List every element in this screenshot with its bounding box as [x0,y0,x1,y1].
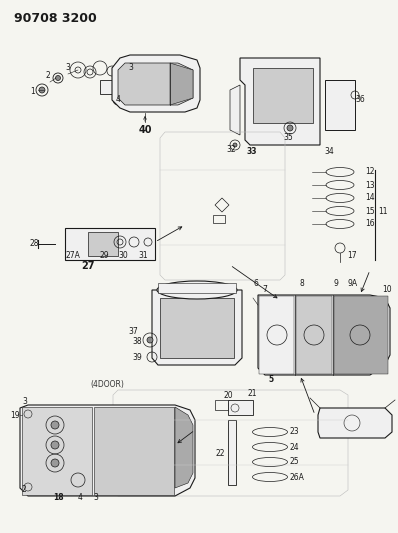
Text: 7: 7 [262,286,267,295]
Text: 3: 3 [128,63,133,72]
Text: 26A: 26A [290,472,305,481]
Polygon shape [20,405,195,496]
Text: 16: 16 [365,220,375,229]
Text: 30: 30 [118,252,128,261]
Text: 2: 2 [22,486,27,495]
Text: 23: 23 [290,427,300,437]
Text: 4: 4 [78,494,83,503]
Text: 9A: 9A [348,279,358,287]
Text: 18: 18 [53,494,63,503]
Polygon shape [258,295,390,375]
Bar [213,215,225,223]
Circle shape [51,441,59,449]
Bar [100,80,135,94]
Text: 11: 11 [378,207,388,216]
Circle shape [147,337,153,343]
Text: 33: 33 [247,148,258,157]
Text: 2: 2 [46,70,51,79]
Text: 12: 12 [365,167,375,176]
Text: 32: 32 [226,146,236,155]
Bar [253,68,313,123]
Text: 27A: 27A [65,252,80,261]
Text: 19: 19 [10,410,20,419]
Circle shape [51,421,59,429]
Polygon shape [240,58,320,145]
Text: 27: 27 [81,261,95,271]
Bar [325,80,355,130]
Text: 20: 20 [224,392,234,400]
Text: 9: 9 [334,279,339,287]
Text: 13: 13 [365,181,375,190]
Polygon shape [175,407,193,488]
Text: 34: 34 [324,148,334,157]
Ellipse shape [157,281,237,299]
Circle shape [55,76,60,80]
Polygon shape [118,63,193,105]
Circle shape [287,125,293,131]
Text: 40: 40 [138,125,152,135]
Bar [215,400,229,410]
Polygon shape [170,63,193,105]
Text: 5: 5 [268,376,273,384]
Text: 36: 36 [355,95,365,104]
Text: 15: 15 [365,206,375,215]
Circle shape [51,459,59,467]
Circle shape [233,143,237,147]
Bar [160,298,234,358]
Text: 1: 1 [30,87,35,96]
Bar [334,296,388,374]
Text: 38: 38 [132,337,142,346]
Bar [65,228,155,260]
Bar [158,283,236,293]
Text: 8: 8 [299,279,304,287]
Text: 3: 3 [93,494,98,503]
Polygon shape [230,85,240,135]
Bar [228,420,236,485]
Text: 29: 29 [100,252,109,261]
Text: 3: 3 [22,398,27,407]
Text: 39: 39 [132,353,142,362]
Text: 90708 3200: 90708 3200 [14,12,97,25]
Text: 37: 37 [128,327,138,336]
Text: 3: 3 [65,63,70,72]
Circle shape [39,87,45,93]
Bar [228,403,239,411]
Text: 14: 14 [365,193,375,203]
Text: 17: 17 [347,251,357,260]
Bar [228,400,253,415]
Text: 31: 31 [138,252,148,261]
Text: 22: 22 [216,448,226,457]
Text: 24: 24 [290,442,300,451]
Bar [22,407,92,495]
Polygon shape [152,290,242,365]
Text: 25: 25 [290,457,300,466]
Text: 28: 28 [30,239,39,248]
Text: 10: 10 [382,286,392,295]
Bar [259,296,294,374]
Text: (4DOOR): (4DOOR) [90,381,124,390]
Bar [88,232,118,256]
Polygon shape [112,55,200,112]
Text: 35: 35 [283,133,293,142]
Polygon shape [318,408,392,438]
Text: 4: 4 [116,95,121,104]
Text: 6: 6 [254,279,259,287]
Bar [296,296,332,374]
Text: 21: 21 [248,389,258,398]
Bar [94,407,174,495]
